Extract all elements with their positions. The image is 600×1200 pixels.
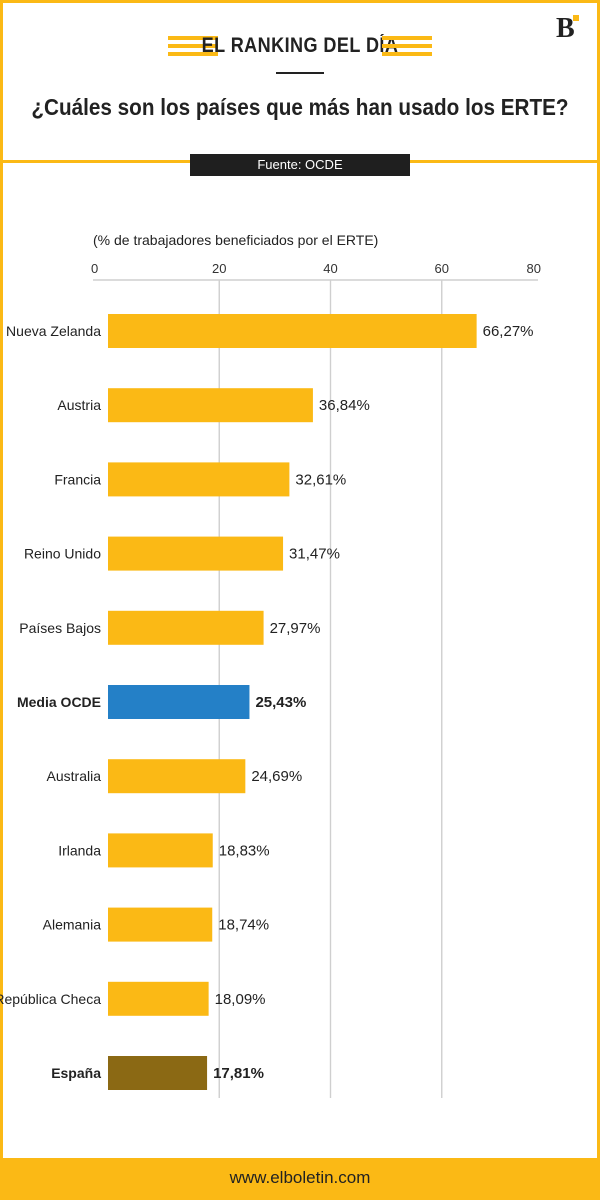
tick-label-40: 40 <box>323 261 337 276</box>
value-label-media-ocde: 25,43% <box>255 694 306 711</box>
category-label-irlanda: Irlanda <box>58 842 101 858</box>
bar-francia <box>108 462 290 497</box>
tick-label-20: 20 <box>212 261 226 276</box>
category-label-australia: Australia <box>47 768 102 784</box>
value-label-alemania: 18,74% <box>218 917 269 934</box>
value-label-paises-bajos: 27,97% <box>270 620 321 637</box>
value-label-espana: 17,81% <box>213 1065 264 1082</box>
value-label-reino-unido: 31,47% <box>289 546 340 563</box>
category-label-austria: Austria <box>57 397 101 413</box>
logo-dot <box>573 15 579 21</box>
value-label-australia: 24,69% <box>251 768 302 785</box>
right-stripes <box>382 36 432 56</box>
category-label-nueva-zelanda: Nueva Zelanda <box>6 323 101 339</box>
value-label-nueva-zelanda: 66,27% <box>483 323 534 340</box>
value-label-republica-checa: 18,09% <box>215 991 266 1008</box>
brand-logo: B <box>556 14 582 44</box>
bar-nueva-zelanda <box>108 314 477 348</box>
bar-reino-unido <box>108 536 284 571</box>
kicker-text: EL RANKING DEL DÍA <box>201 34 399 57</box>
left-stripes <box>168 36 218 56</box>
category-label-media-ocde: Media OCDE <box>17 694 101 710</box>
value-label-irlanda: 18,83% <box>219 842 270 859</box>
bar-paises-bajos <box>108 610 264 645</box>
category-label-paises-bajos: Países Bajos <box>19 620 101 636</box>
title-rule <box>276 72 324 74</box>
page-title: ¿Cuáles son los países que más han usado… <box>31 94 569 120</box>
bar-espana <box>108 1056 208 1090</box>
tick-label-80: 80 <box>527 261 541 276</box>
category-label-espana: España <box>51 1065 101 1081</box>
tick-label-0: 0 <box>91 261 98 276</box>
source-badge: Fuente: OCDE <box>190 154 410 176</box>
bar-media-ocde <box>108 685 250 719</box>
bar-alemania <box>108 907 213 942</box>
footer-url[interactable]: www.elboletin.com <box>229 1168 371 1187</box>
axis-label: (% de trabajadores beneficiados por el E… <box>93 232 378 248</box>
bar-austria <box>108 388 313 423</box>
value-label-francia: 32,61% <box>295 471 346 488</box>
footer-bar[interactable]: www.elboletin.com <box>3 1158 597 1197</box>
bar-irlanda <box>108 833 213 868</box>
tick-label-60: 60 <box>435 261 449 276</box>
value-label-austria: 36,84% <box>319 397 370 414</box>
category-label-republica-checa: República Checa <box>0 991 101 1007</box>
logo-letter: B <box>556 13 575 44</box>
category-label-reino-unido: Reino Unido <box>24 546 101 562</box>
category-label-francia: Francia <box>54 471 101 487</box>
kicker-banner: EL RANKING DEL DÍA <box>0 26 600 66</box>
bar-republica-checa <box>108 981 209 1016</box>
bar-australia <box>108 759 246 794</box>
category-label-alemania: Alemania <box>43 917 102 933</box>
